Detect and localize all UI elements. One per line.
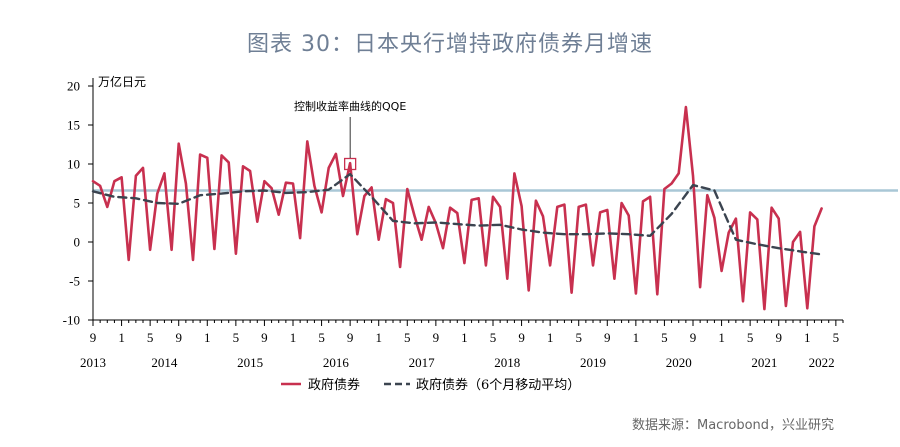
x-tick-label: 1 bbox=[290, 330, 297, 345]
x-tick-label: 1 bbox=[804, 330, 811, 345]
series-line-bond bbox=[91, 105, 823, 311]
y-tick-label: -5 bbox=[69, 274, 80, 289]
x-tick-label: 5 bbox=[747, 330, 754, 345]
y-tick-label: 15 bbox=[67, 118, 80, 133]
x-year-label: 2021 bbox=[751, 355, 777, 370]
x-tick-label: 1 bbox=[118, 330, 125, 345]
series-line-bond-ma6 bbox=[91, 172, 823, 256]
x-year-label: 2015 bbox=[237, 355, 263, 370]
x-tick-label: 1 bbox=[633, 330, 640, 345]
y-tick-label: 10 bbox=[67, 157, 80, 172]
legend: 政府债券 政府债券（6个月移动平均） bbox=[281, 377, 580, 393]
y-tick-label: 5 bbox=[74, 196, 81, 211]
series-layer bbox=[91, 105, 823, 311]
x-tick-label: 5 bbox=[490, 330, 497, 345]
legend-label-bond-ma6: 政府债券（6个月移动平均） bbox=[416, 377, 580, 393]
x-tick-label: 5 bbox=[233, 330, 240, 345]
x-tick-label: 9 bbox=[433, 330, 440, 345]
legend-label-bond: 政府债券 bbox=[308, 377, 360, 393]
x-year-label: 2018 bbox=[494, 355, 520, 370]
y-unit-label: 万亿日元 bbox=[98, 74, 146, 89]
x-tick-label: 1 bbox=[547, 330, 554, 345]
x-tick-label: 1 bbox=[375, 330, 382, 345]
x-tick-label: 1 bbox=[461, 330, 468, 345]
y-tick-label: 20 bbox=[67, 79, 80, 94]
x-year-label: 2017 bbox=[409, 355, 436, 370]
x-tick-label: 5 bbox=[318, 330, 325, 345]
x-year-label: 2016 bbox=[323, 355, 350, 370]
x-tick-label: 9 bbox=[347, 330, 354, 345]
chart-title: 图表 30：日本央行增持政府债券月增速 bbox=[247, 32, 653, 57]
x-tick-label: 9 bbox=[175, 330, 182, 345]
x-year-label: 2014 bbox=[151, 355, 178, 370]
x-tick-label: 9 bbox=[261, 330, 268, 345]
x-tick-label: 1 bbox=[718, 330, 725, 345]
x-tick-label: 5 bbox=[147, 330, 154, 345]
source-note: 数据来源：Macrobond，兴业研究 bbox=[632, 418, 835, 433]
annotation-marker bbox=[343, 157, 357, 171]
x-tick-label: 5 bbox=[575, 330, 582, 345]
x-tick-label: 1 bbox=[204, 330, 211, 345]
annotation: 控制收益率曲线的QQE bbox=[294, 99, 406, 171]
y-tick-label: 0 bbox=[74, 235, 81, 250]
x-year-label: 2022 bbox=[809, 355, 835, 370]
x-tick-label: 9 bbox=[604, 330, 611, 345]
x-year-label: 2020 bbox=[666, 355, 692, 370]
x-tick-label: 9 bbox=[690, 330, 697, 345]
x-year-label: 2013 bbox=[80, 355, 106, 370]
x-tick-label: 5 bbox=[661, 330, 668, 345]
annotation-text: 控制收益率曲线的QQE bbox=[294, 99, 406, 113]
x-tick-label: 9 bbox=[775, 330, 782, 345]
y-tick-label: -10 bbox=[63, 313, 80, 328]
x-tick-label: 9 bbox=[518, 330, 525, 345]
x-year-label: 2019 bbox=[580, 355, 606, 370]
x-tick-label: 5 bbox=[833, 330, 840, 345]
x-tick-label: 9 bbox=[90, 330, 97, 345]
x-tick-label: 5 bbox=[404, 330, 411, 345]
